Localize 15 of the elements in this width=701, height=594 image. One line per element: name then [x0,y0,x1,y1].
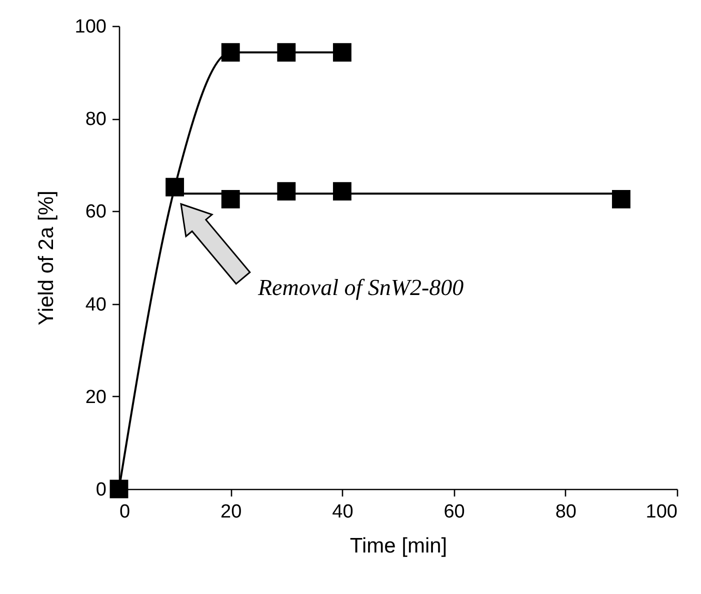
x-tick-label: 80 [555,502,576,522]
annotation: Removal of SnW2-800 [257,275,464,300]
y-axis-title: Yield of 2a [%] [34,190,58,326]
x-tick-label: 0 [120,502,130,522]
y-tick-label: 100 [74,16,106,38]
x-tick-label: 100 [646,502,678,522]
y-tick-label: 60 [85,202,106,223]
y-tick-label: 20 [85,386,106,408]
x-tick-label: 40 [332,502,354,522]
x-tick-label: 20 [220,502,242,522]
x-tick-label: 60 [444,502,465,522]
x-axis-title: Time [min] [350,534,448,558]
y-tick-label: 40 [85,294,106,316]
y-tick-label: 0 [96,480,106,500]
y-tick-label: 80 [85,109,106,130]
